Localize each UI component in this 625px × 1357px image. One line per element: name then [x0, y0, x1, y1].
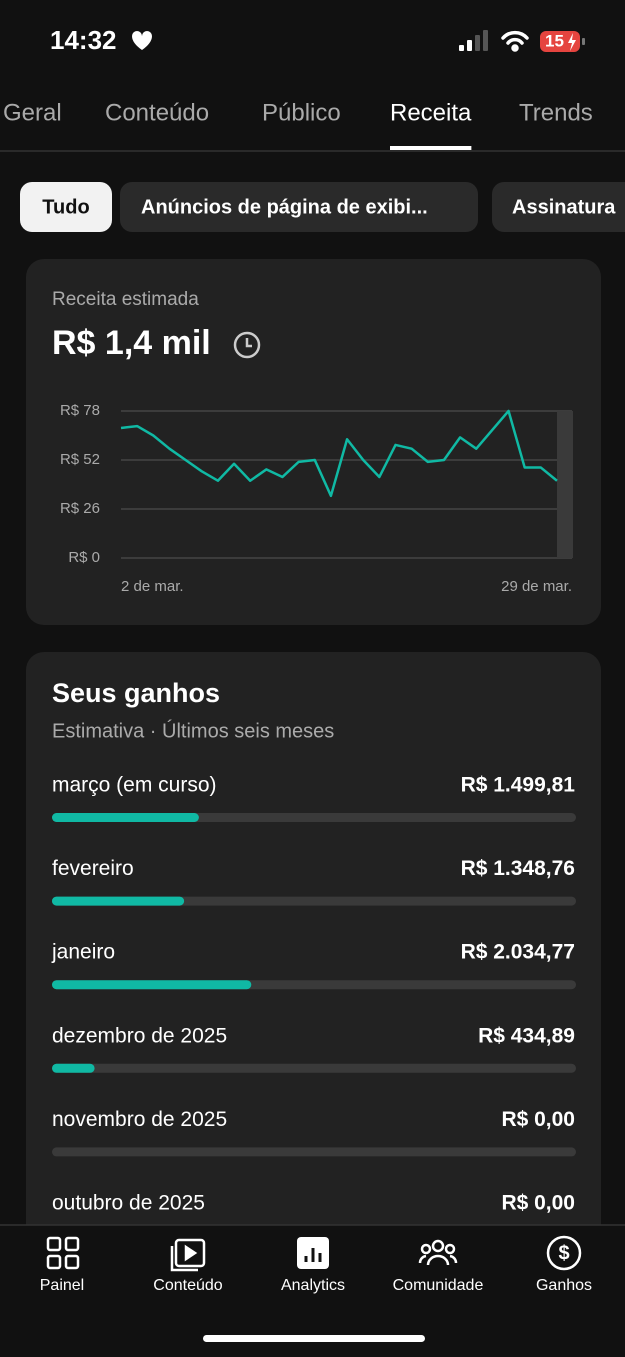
- nav-label[interactable]: Analytics: [281, 1277, 345, 1294]
- battery-tip: [582, 38, 585, 45]
- y-tick-label: R$ 0: [68, 549, 100, 566]
- comunidade-icon[interactable]: [418, 1239, 458, 1266]
- amount-label: R$ 0,00: [501, 1192, 575, 1215]
- clock-icon[interactable]: [233, 331, 261, 359]
- filter-pill[interactable]: [120, 182, 478, 232]
- heart-icon: [132, 31, 152, 50]
- charging-icon: [568, 33, 576, 51]
- progress-bar: [52, 980, 252, 990]
- progress-track: [52, 1147, 576, 1157]
- conteudo-icon[interactable]: [170, 1238, 206, 1272]
- amount-label: R$ 2.034,77: [461, 941, 575, 964]
- wifi-icon: [501, 30, 529, 52]
- painel-icon[interactable]: [46, 1236, 80, 1270]
- revenue-card: [26, 259, 601, 625]
- filter-label[interactable]: Anúncios de página de exibi...: [141, 196, 428, 218]
- filter-label[interactable]: Tudo: [42, 196, 89, 218]
- tab-underline: [390, 146, 472, 150]
- earnings-card: [26, 652, 601, 1352]
- amount-label: R$ 434,89: [478, 1024, 575, 1047]
- nav-label[interactable]: Ganhos: [536, 1277, 592, 1294]
- tab[interactable]: Trends: [519, 99, 593, 126]
- nav-label[interactable]: Conteúdo: [153, 1277, 222, 1294]
- amount-label: R$ 1.499,81: [461, 774, 576, 797]
- tab[interactable]: Receita: [390, 99, 472, 126]
- filter-pill[interactable]: [492, 182, 625, 232]
- month-label: novembro de 2025: [52, 1108, 227, 1131]
- filter-label[interactable]: Assinatura: [512, 196, 616, 218]
- amount-label: R$ 0,00: [501, 1108, 575, 1131]
- revenue-total: R$ 1,4 mil: [52, 324, 211, 362]
- x-tick-label: 29 de mar.: [501, 578, 572, 595]
- progress-track: [52, 1063, 576, 1073]
- earnings-subtitle: Estimativa · Últimos seis meses: [52, 719, 334, 742]
- battery-icon: [540, 31, 580, 52]
- tab[interactable]: Conteúdo: [105, 99, 209, 126]
- tab[interactable]: Público: [262, 99, 341, 126]
- month-label: janeiro: [51, 941, 115, 964]
- month-label: dezembro de 2025: [52, 1024, 227, 1047]
- progress-bar: [52, 896, 185, 906]
- hover-band: [557, 411, 573, 558]
- progress-bar: [52, 1063, 95, 1073]
- x-tick-label: 2 de mar.: [121, 578, 184, 595]
- month-label: março (em curso): [52, 774, 217, 797]
- home-indicator: [203, 1335, 425, 1342]
- analytics-icon[interactable]: [297, 1237, 329, 1269]
- y-tick-label: R$ 26: [60, 500, 100, 517]
- revenue-label: Receita estimada: [52, 289, 199, 310]
- nav-icons: $: [46, 1235, 582, 1272]
- ganhos-icon[interactable]: $: [546, 1235, 582, 1271]
- nav-label[interactable]: Painel: [40, 1277, 84, 1294]
- month-label: outubro de 2025: [52, 1192, 205, 1215]
- amount-label: R$ 1.348,76: [461, 857, 575, 880]
- progress-bar: [52, 813, 199, 822]
- tab[interactable]: Geral: [3, 99, 62, 126]
- filter-pill-active[interactable]: [20, 182, 112, 232]
- y-tick-label: R$ 52: [60, 451, 100, 468]
- battery-level: 15: [545, 31, 564, 50]
- signal-icon: [459, 30, 488, 51]
- earnings-title: Seus ganhos: [52, 678, 220, 708]
- month-label: fevereiro: [52, 857, 134, 880]
- revenue-line: [120, 409, 558, 498]
- time: 14:32: [50, 25, 117, 55]
- svg-text:$: $: [558, 1242, 569, 1264]
- y-tick-label: R$ 78: [60, 402, 100, 419]
- nav-label[interactable]: Comunidade: [393, 1277, 484, 1294]
